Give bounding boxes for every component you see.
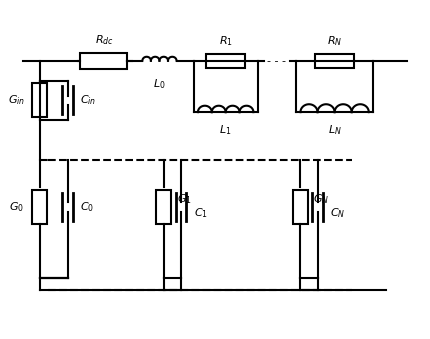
Bar	[156, 190, 171, 224]
Text: $R_N$: $R_N$	[327, 34, 342, 48]
Bar	[32, 190, 47, 224]
Text: $G_{in}$: $G_{in}$	[8, 93, 25, 107]
Text: $L_1$: $L_1$	[219, 123, 232, 137]
Text: - - -: - - -	[267, 56, 286, 66]
Bar	[32, 83, 47, 117]
Text: $C_N$: $C_N$	[330, 206, 346, 220]
Text: $C_{in}$: $C_{in}$	[80, 93, 97, 107]
Bar	[315, 54, 354, 68]
Bar	[293, 190, 308, 224]
Text: $G_1$: $G_1$	[177, 192, 191, 206]
Text: $G_0$: $G_0$	[9, 200, 24, 214]
Text: $C_0$: $C_0$	[80, 200, 95, 214]
Bar	[80, 53, 127, 68]
Text: $R_1$: $R_1$	[219, 34, 233, 48]
Text: $R_{dc}$: $R_{dc}$	[95, 33, 114, 47]
Text: $C_1$: $C_1$	[194, 206, 208, 220]
Bar	[206, 54, 245, 68]
Text: $L_0$: $L_0$	[153, 77, 166, 91]
Text: $G_N$: $G_N$	[313, 192, 329, 206]
Text: $L_N$: $L_N$	[328, 123, 341, 137]
